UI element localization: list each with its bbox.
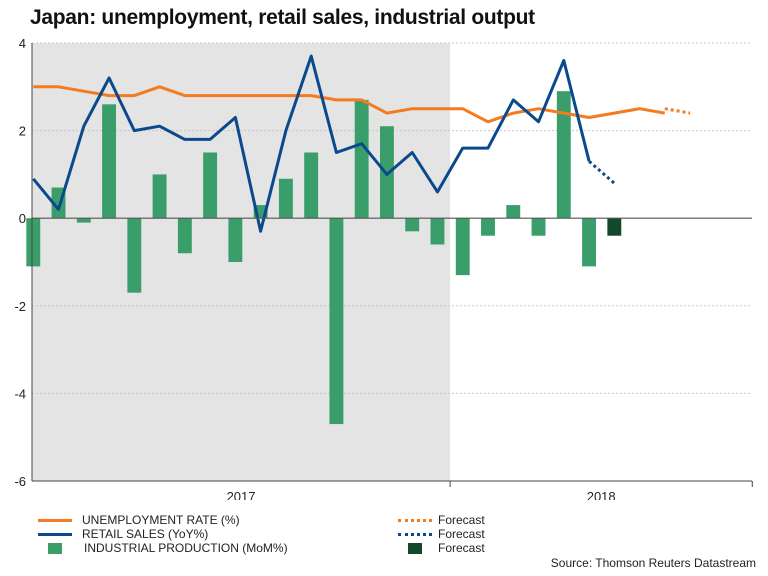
legend-label-retail-forecast: Forecast — [438, 527, 485, 541]
chart-title: Japan: unemployment, retail sales, indus… — [30, 6, 535, 29]
xtick-label-2017: 2017 — [227, 489, 256, 500]
legend-item-unemployment: UNEMPLOYMENT RATE (%) — [38, 513, 288, 527]
bar-industrial-2016-08 — [26, 218, 41, 267]
ytick-label: 4 — [19, 36, 26, 51]
legend-swatch-industrial — [48, 542, 62, 554]
legend-item-retail-forecast: Forecast — [398, 527, 485, 541]
ytick-label: -6 — [14, 474, 26, 489]
bar-industrial-2018-01 — [455, 218, 470, 276]
legend-label-industrial-forecast: Forecast — [438, 541, 485, 555]
ytick-label: -4 — [14, 386, 26, 401]
bar-industrial-2018-02 — [481, 218, 495, 236]
bar-industrial-2017-06 — [278, 178, 293, 219]
ytick-label: 2 — [19, 124, 26, 139]
bar-industrial-2017-01 — [152, 174, 167, 219]
bar-industrial-2016-11 — [102, 104, 116, 219]
axes: 4 2 0 -2 -4 -6 2017 2018 — [14, 36, 753, 500]
legend-item-retail: RETAIL SALES (YoY%) — [38, 527, 288, 541]
series-lines — [32, 54, 691, 233]
ytick-label: 0 — [19, 211, 26, 226]
line-unemployment-forecast — [664, 107, 691, 115]
legend-forecast: Forecast Forecast Forecast — [398, 513, 485, 555]
bar-industrial-2018-05 — [556, 91, 571, 219]
ytick-label: -2 — [14, 299, 26, 314]
legend-swatch-unemployment-forecast — [398, 518, 432, 522]
legend-label-unemployment-forecast: Forecast — [438, 513, 485, 527]
bar-industrial-2018-06 — [582, 218, 596, 267]
bar-industrial-2017-12 — [430, 218, 445, 245]
bar-industrial-2017-08 — [329, 218, 344, 425]
industrial-production-bars — [26, 91, 622, 425]
legend-item-unemployment-forecast: Forecast — [398, 513, 485, 527]
xtick-label-2018: 2018 — [587, 489, 616, 500]
bar-industrial-2017-03 — [203, 152, 218, 219]
legend-item-industrial-forecast: Forecast — [398, 541, 485, 555]
legend-swatch-unemployment — [38, 518, 72, 522]
bar-industrial-2017-09 — [354, 99, 369, 219]
bar-industrial-2016-12 — [127, 218, 142, 293]
legend-label-industrial: INDUSTRIAL PRODUCTION (MoM%) — [84, 541, 288, 555]
legend-label-unemployment: UNEMPLOYMENT RATE (%) — [82, 513, 240, 527]
bar-industrial-2018-04 — [531, 218, 546, 236]
bar-industrial-2017-11 — [405, 218, 420, 232]
legend-swatch-retail-forecast — [398, 532, 432, 536]
bar-industrial-forecast — [607, 218, 622, 236]
bar-industrial-2017-02 — [177, 218, 192, 254]
legend-item-industrial: INDUSTRIAL PRODUCTION (MoM%) — [38, 541, 288, 555]
bar-industrial-2017-07 — [304, 152, 319, 219]
chart: 4 2 0 -2 -4 -6 2017 2018 — [14, 36, 753, 500]
legend: UNEMPLOYMENT RATE (%) RETAIL SALES (YoY%… — [38, 513, 288, 555]
legend-swatch-retail — [38, 532, 72, 536]
legend-label-retail: RETAIL SALES (YoY%) — [82, 527, 209, 541]
legend-swatch-industrial-forecast — [408, 542, 422, 554]
bar-industrial-2017-04 — [228, 218, 243, 262]
source-note: Source: Thomson Reuters Datastream — [550, 556, 756, 570]
bar-industrial-2018-03 — [506, 205, 521, 219]
bar-industrial-2016-10 — [76, 218, 91, 223]
line-unemployment — [33, 85, 666, 124]
line-retail-sales-forecast — [588, 160, 616, 185]
line-retail-sales — [32, 54, 591, 233]
